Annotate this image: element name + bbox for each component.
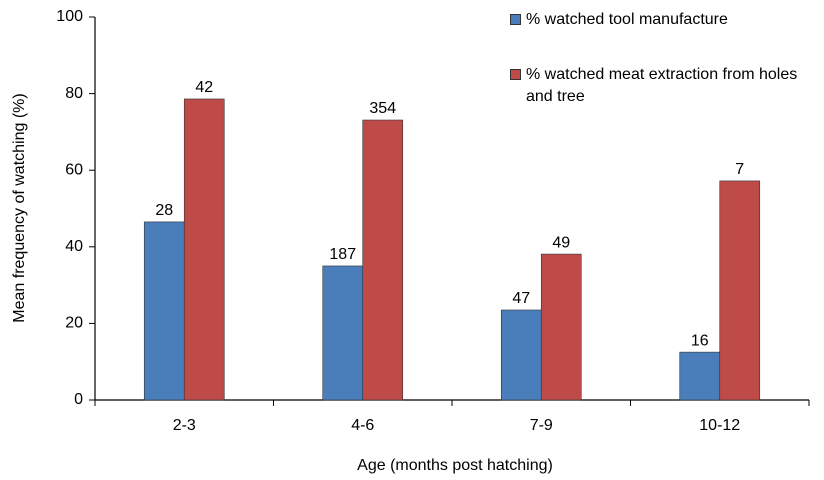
bar [143,221,185,401]
y-tick-label: 100 [56,8,83,25]
x-tick-label: 4-6 [351,417,374,434]
x-axis-label: Age (months post hatching) [357,457,553,474]
y-tick-label: 0 [74,391,83,408]
sample-size-label: 49 [552,234,570,251]
sample-size-label: 28 [155,202,173,219]
x-tick-label: 7-9 [530,417,553,434]
bar [500,309,542,401]
y-tick-label: 80 [65,85,83,102]
y-tick-label: 20 [65,315,83,332]
sample-size-label: 16 [691,332,709,349]
legend-swatch [510,69,521,80]
sample-size-label: 354 [369,100,396,117]
bar [679,351,721,401]
sample-size-label: 42 [195,79,213,96]
bar [362,119,404,401]
bar [322,265,364,401]
sample-size-label: 7 [735,161,744,178]
legend-label: % watched meat extraction from holes and… [526,66,798,105]
bar [540,253,582,401]
y-tick-label: 60 [65,161,83,178]
y-axis-label: Mean frequency of watching (%) [11,93,28,322]
x-tick-label: 2-3 [173,417,196,434]
legend-swatch [510,14,521,25]
legend-label: % watched tool manufacture [526,11,728,28]
sample-size-label: 47 [512,290,530,307]
y-tick-label: 40 [65,238,83,255]
sample-size-label: 187 [329,246,356,263]
x-tick-label: 10-12 [699,417,740,434]
bar [183,98,225,401]
bar [719,180,761,401]
